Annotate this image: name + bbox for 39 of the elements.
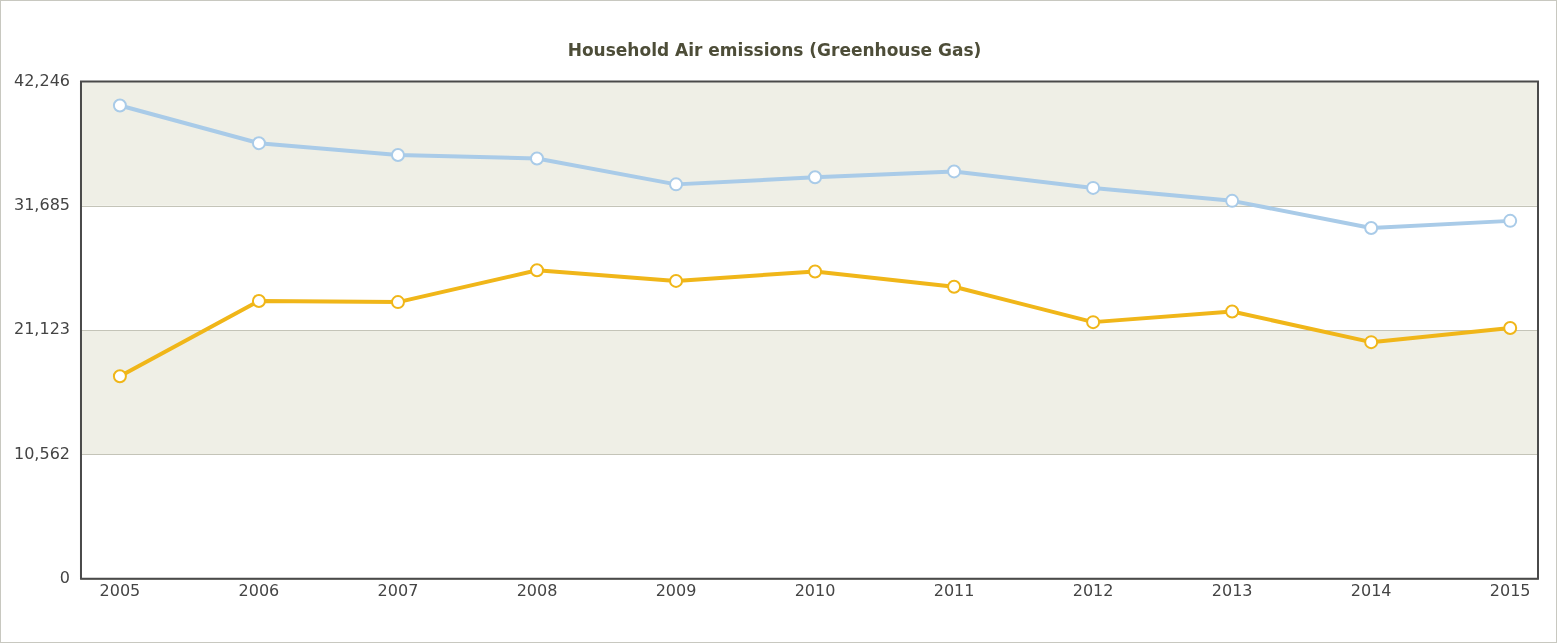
point bbox=[947, 164, 962, 179]
y-tick-label: 42,246 bbox=[14, 70, 70, 90]
point bbox=[1225, 193, 1240, 208]
x-tick-label: 2015 bbox=[1489, 580, 1531, 600]
point bbox=[1503, 213, 1518, 228]
x-tick-label: 2005 bbox=[99, 580, 141, 600]
point bbox=[1503, 321, 1518, 336]
x-tick-label: 2006 bbox=[238, 580, 280, 600]
point bbox=[1364, 335, 1379, 350]
point bbox=[1086, 315, 1101, 330]
y-tick-label: 21,123 bbox=[14, 319, 70, 339]
point bbox=[669, 177, 684, 192]
point bbox=[530, 151, 544, 166]
chart-title: Household Air emissions (Greenhouse Gas) bbox=[567, 39, 982, 60]
x-tick-label: 2007 bbox=[377, 580, 419, 600]
point bbox=[1086, 180, 1101, 195]
y-tick-label: 0 bbox=[59, 567, 70, 587]
point bbox=[251, 136, 266, 151]
point bbox=[112, 369, 127, 384]
point bbox=[390, 147, 405, 162]
x-tick-label: 2012 bbox=[1072, 580, 1114, 600]
y-tick-label: 10,562 bbox=[14, 443, 70, 463]
point bbox=[530, 263, 544, 278]
point bbox=[112, 98, 127, 113]
point bbox=[1364, 220, 1379, 235]
point bbox=[251, 293, 266, 308]
x-tick-label: 2013 bbox=[1211, 580, 1253, 600]
x-tick-label: 2008 bbox=[516, 580, 558, 600]
x-tick-label: 2014 bbox=[1350, 580, 1392, 600]
point bbox=[1225, 304, 1240, 319]
point bbox=[947, 279, 962, 294]
point bbox=[669, 273, 684, 288]
point bbox=[808, 170, 823, 185]
point bbox=[390, 295, 405, 310]
point bbox=[808, 264, 823, 279]
y-tick-label: 31,685 bbox=[14, 194, 70, 214]
x-tick-label: 2010 bbox=[794, 580, 836, 600]
x-tick-label: 2009 bbox=[655, 580, 697, 600]
x-tick-label: 2011 bbox=[933, 580, 975, 600]
